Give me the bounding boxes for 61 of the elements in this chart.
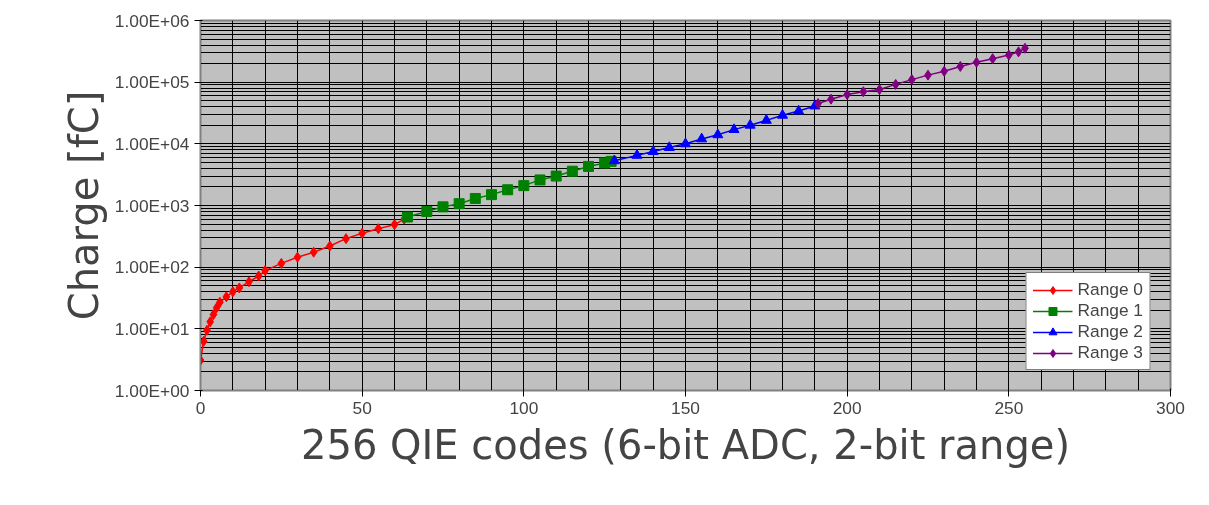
y-tick-label: 1.00E+03 <box>114 195 190 216</box>
point <box>550 170 562 182</box>
point <box>1014 46 1023 58</box>
y-tick-label: 1.00E+04 <box>114 133 190 154</box>
point <box>486 189 497 201</box>
x-tick-label: 50 <box>352 397 372 418</box>
point <box>206 316 215 328</box>
point <box>891 78 900 90</box>
point <box>502 184 514 196</box>
point <box>374 223 383 235</box>
x-tick-label: 150 <box>671 397 700 418</box>
point <box>712 128 724 139</box>
point <box>680 137 691 148</box>
point <box>875 84 884 96</box>
legend-label: Range 3 <box>1077 342 1143 363</box>
point <box>696 132 708 143</box>
x-axis-title: 256 QIE codes (6-bit ADC, 2-bit range) <box>301 421 1070 468</box>
point <box>744 119 756 129</box>
point <box>972 56 981 68</box>
point <box>583 160 594 172</box>
point <box>309 246 318 258</box>
point <box>760 114 772 124</box>
legend-label: Range 0 <box>1077 279 1143 300</box>
x-tick-label: 100 <box>509 397 539 418</box>
point <box>647 145 659 155</box>
point <box>293 251 302 263</box>
point <box>390 219 399 231</box>
x-tick-label: 200 <box>832 397 862 418</box>
point <box>209 309 218 321</box>
point <box>859 86 868 98</box>
point <box>222 291 231 303</box>
point <box>254 270 263 282</box>
point <box>421 205 433 217</box>
point <box>663 141 675 151</box>
point <box>469 192 481 204</box>
point <box>728 123 740 134</box>
point <box>956 60 965 72</box>
y-tick-label: 1.00E+05 <box>114 72 190 93</box>
y-tick-label: 1.00E+00 <box>114 380 190 401</box>
point <box>235 282 244 294</box>
point <box>437 201 449 213</box>
point <box>518 180 530 192</box>
point <box>534 174 546 186</box>
point <box>453 198 465 210</box>
legend-label: Range 1 <box>1077 300 1143 321</box>
y-tick-label: 1.00E+02 <box>114 257 190 278</box>
point <box>777 109 788 119</box>
y-axis-title: Charge [fC] <box>60 90 107 321</box>
point <box>401 211 413 223</box>
point <box>212 302 221 314</box>
x-tick-label: 250 <box>994 397 1024 418</box>
x-tick-label: 300 <box>1156 397 1185 418</box>
point <box>988 53 997 65</box>
x-tick-label: 0 <box>195 397 206 418</box>
point <box>631 149 643 159</box>
y-tick-label: 1.00E+06 <box>114 10 190 31</box>
point <box>566 165 578 177</box>
point <box>793 104 805 115</box>
y-tick-label: 1.00E+01 <box>114 318 190 339</box>
legend-label: Range 2 <box>1077 321 1143 342</box>
point <box>277 257 286 269</box>
